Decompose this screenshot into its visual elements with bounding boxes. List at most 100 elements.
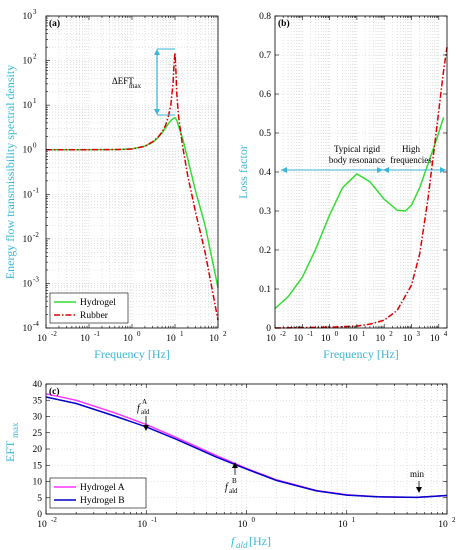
annot-min: min: [410, 469, 425, 479]
y-tick-label: 10: [23, 235, 33, 245]
y-tick-label: 0.7: [259, 51, 271, 61]
y-tick-label: 0.8: [259, 12, 271, 22]
annot-typical-rigid: Typical rigid: [334, 144, 381, 154]
x-tick-label: 10: [123, 334, 133, 344]
y-tick-label: 10: [23, 57, 33, 67]
x-tick-label: 10: [348, 334, 358, 344]
y-tick-label: 10: [23, 324, 33, 334]
x-tick-exponent: -2: [51, 516, 57, 524]
y-tick-exponent: -2: [33, 231, 39, 239]
x-tick-exponent: 3: [416, 330, 420, 338]
y-tick-exponent: 0: [33, 142, 37, 150]
annot-fB-sub: ald: [229, 487, 238, 495]
x-tick-exponent: -2: [280, 330, 286, 338]
panel-b-grid: [274, 15, 448, 329]
panel-c-ylabel: EFT max: [3, 422, 20, 462]
x-tick-exponent: 1: [180, 330, 184, 338]
y-tick-label: 40: [33, 380, 43, 390]
panel-c-xlabel-f: f: [231, 534, 236, 548]
delta-eft-text: ΔEFT: [112, 76, 134, 86]
annot-frequencies: frequencies: [390, 155, 432, 165]
x-tick-label: 10: [403, 334, 413, 344]
delta-eft-annotation: ΔEFT max: [112, 48, 175, 116]
panel-a-label: (a): [49, 18, 60, 29]
y-tick-label: 15: [33, 461, 43, 471]
x-tick-exponent: 1: [352, 516, 356, 524]
panel-b-annotations: Typical rigid body resonance High freque…: [281, 144, 446, 173]
x-tick-label: 10: [166, 334, 176, 344]
panel-a: 10 -2 10 -1 10 0 10 1 10 210 -410 -310 -210 -110 010 11…: [3, 8, 227, 361]
panel-a-grid: [45, 15, 219, 329]
y-tick-label: 0.5: [259, 129, 271, 139]
panel-b: 10 -2 10 -1 10 0 10 1 10 2 10 3 10 400.10.20.30.40.50…: [236, 12, 448, 361]
y-tick-exponent: 3: [33, 8, 37, 16]
x-tick-exponent: 2: [223, 330, 227, 338]
x-tick-exponent: 2: [389, 330, 393, 338]
y-tick-label: 0: [37, 510, 42, 520]
annot-fA-sup: A: [142, 398, 147, 406]
y-tick-label: 0: [266, 324, 271, 334]
panel-c-series: [45, 393, 448, 499]
x-tick-exponent: 1: [362, 330, 366, 338]
y-tick-label: 30: [33, 413, 43, 423]
legend-rubber-a: Rubber: [80, 311, 109, 321]
x-tick-label: 10: [266, 334, 276, 344]
x-tick-label: 10: [321, 334, 331, 344]
panel-c-xlabel-sub: ald: [236, 540, 248, 550]
legend-hydrogel-a: Hydrogel: [80, 298, 116, 308]
y-tick-exponent: 2: [33, 53, 37, 61]
y-tick-label: 0.2: [259, 246, 271, 256]
panel-a-legend: Hydrogel Rubber: [49, 292, 129, 324]
panel-b-label: (b): [278, 18, 290, 29]
y-tick-label: 10: [33, 478, 43, 488]
panel-c-ylabel-sub: max: [10, 422, 20, 438]
y-tick-label: 10: [23, 146, 33, 156]
y-tick-label: 10: [23, 12, 33, 22]
y-tick-label: 0.1: [259, 285, 271, 295]
x-tick-label: 10: [80, 334, 90, 344]
x-tick-label: 10: [338, 520, 348, 530]
panel-c-xlabel: f ald [Hz]: [231, 534, 271, 550]
panel-a-ylabel: Energy flow transmissibility spectral de…: [3, 65, 17, 279]
y-tick-exponent: 1: [33, 97, 37, 105]
x-tick-exponent: 0: [335, 330, 339, 338]
annot-fB-sup: B: [232, 477, 237, 485]
legend-hydrogel-a-c: Hydrogel A: [80, 483, 125, 493]
x-tick-label: 10: [37, 520, 47, 530]
panel-c-legend: Hydrogel A Hydrogel B: [49, 477, 147, 509]
x-tick-exponent: -2: [51, 330, 57, 338]
y-tick-label: 35: [33, 396, 43, 406]
panel-b-ylabel: Loss factor: [236, 145, 250, 199]
series-line-hydrogel: [274, 117, 445, 310]
panel-c-xlabel-unit: [Hz]: [249, 534, 271, 548]
x-tick-label: 10: [37, 334, 47, 344]
y-tick-exponent: -3: [33, 275, 39, 283]
panel-b-xlabel: Frequency [Hz]: [323, 347, 399, 361]
x-tick-exponent: -1: [307, 330, 313, 338]
series-line-rubber: [46, 51, 219, 321]
x-tick-exponent: 4: [444, 330, 448, 338]
panel-a-ticks: 10 -2 10 -1 10 0 10 1 10 210 -410 -310 -210 -110 010 11…: [23, 8, 228, 344]
y-tick-label: 10: [23, 101, 33, 111]
legend-hydrogel-b-c: Hydrogel B: [80, 496, 125, 506]
y-tick-exponent: -1: [33, 186, 39, 194]
panel-c-label: (c): [49, 386, 60, 397]
y-tick-exponent: -4: [33, 320, 39, 328]
y-tick-label: 0.3: [259, 207, 271, 217]
annot-body-resonance: body resonance: [329, 155, 385, 165]
annot-fA-sub: ald: [141, 408, 150, 416]
annot-fB-f: f: [225, 482, 229, 493]
x-tick-exponent: 0: [137, 330, 141, 338]
annot-high: High: [402, 144, 421, 154]
y-tick-label: 10: [23, 190, 33, 200]
y-tick-label: 25: [33, 429, 43, 439]
y-tick-label: 5: [37, 494, 42, 504]
panel-c-annotations: f ald A f ald B min: [137, 398, 425, 495]
x-tick-label: 10: [438, 520, 448, 530]
x-tick-exponent: -1: [151, 516, 157, 524]
delta-eft-sub: max: [129, 82, 142, 90]
x-tick-label: 10: [238, 520, 248, 530]
